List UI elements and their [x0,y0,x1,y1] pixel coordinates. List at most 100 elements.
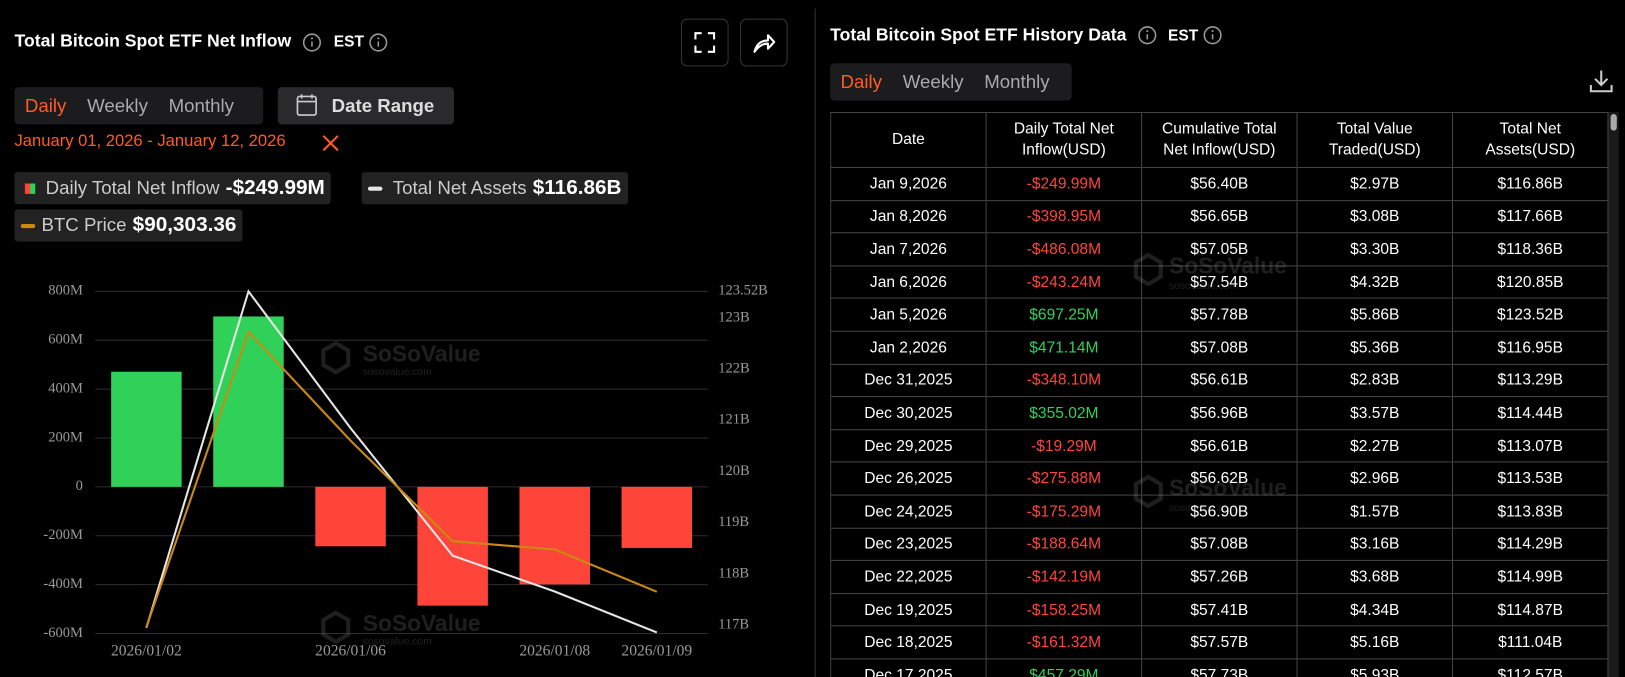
table-cell: $123.52B [1451,297,1609,332]
table-cell: $113.29B [1451,363,1609,398]
legend-value: -$249.99M [225,176,325,200]
table-cell: $5.36B [1296,330,1454,365]
bar [519,486,590,585]
y2-tick-label: 122B [718,361,749,377]
table-row: Jan 8,2026 -$398.95M $56.65B $3.08B $117.66B [830,199,1609,234]
share-button[interactable] [739,18,788,67]
table-cell: $5.93B [1296,658,1454,677]
legend-marker [24,182,36,194]
table-cell: $56.90B [1141,494,1298,529]
table-cell: $56.62B [1141,461,1298,496]
y-tick-label: -200M [43,527,83,543]
table-row: Dec 30,2025 $355.02M $56.96B $3.57B $114.44B [830,396,1609,431]
table-cell: $113.53B [1451,461,1609,496]
table-cell: $57.26B [1141,560,1298,594]
date-range-button[interactable]: Date Range [277,87,454,125]
table-cell: Jan 6,2026 [830,265,987,299]
table-cell: $3.68B [1296,560,1454,594]
table-cell: $57.08B [1141,330,1298,365]
timezone: EST [333,33,364,51]
table-cell: $697.25M [985,297,1143,332]
y-tick-label: -400M [43,576,83,592]
table-cell: -$275.88M [985,461,1143,496]
info-icon[interactable] [368,32,389,53]
table-cell: $56.40B [1141,166,1298,201]
period-tabs: Daily Weekly Monthly [14,87,264,125]
table-cell: Dec 30,2025 [830,396,987,431]
legend-item[interactable]: BTC Price $90,303.36 [14,209,243,242]
tab[interactable]: Monthly [984,71,1050,92]
legend-item[interactable]: Daily Total Net Inflow -$249.99M [14,172,332,205]
y-tick-label: 800M [48,283,83,299]
table-cell: $57.08B [1141,527,1298,562]
info-icon[interactable] [1137,25,1158,46]
table-cell: -$188.64M [985,527,1143,562]
watermark-text: sosovalue.com [363,637,432,648]
history-table: Date Daily Total Net Inflow(USD) Cumulativ… [830,111,1609,677]
period-tabs: Daily Weekly Monthly [830,63,1072,101]
table-row: Jan 9,2026 -$249.99M $56.40B $2.97B $116.86B [830,166,1609,201]
table-row: Dec 17,2025 $457.29M $57.73B $5.93B $112.57B [830,658,1609,677]
legend-label: BTC Price [41,214,127,236]
table-cell: $1.57B [1296,494,1454,529]
table-cell: $111.04B [1451,625,1609,660]
legend-label: Daily Total Net Inflow [45,177,220,199]
watermark-logo [321,340,351,375]
x-tick-label: 2026/01/08 [519,643,590,660]
y2-tick-label: 118B [718,565,749,581]
chart: -600M -400M -200M 0 200M 400M 600M 800M 117B 118B… [43,283,767,660]
table-cell: -$158.25M [985,592,1143,627]
table-cell: -$142.19M [985,560,1143,594]
table-cell: -$175.29M [985,494,1143,529]
tab[interactable]: Monthly [168,94,234,116]
bar [315,486,386,547]
tab[interactable]: Daily [840,71,882,92]
table-cell: $116.86B [1451,166,1609,201]
watermark-text: sosovalue.com [1169,503,1238,514]
legend-item[interactable]: Total Net Assets $116.86B [361,172,628,205]
panel-title: Total Bitcoin Spot ETF History Data [830,24,1127,45]
y-tick-label: 600M [48,332,83,348]
y-tick-label: 200M [48,429,83,445]
watermark-text: SoSoValue [1169,474,1287,500]
table-cell: Jan 9,2026 [830,166,987,201]
download-icon[interactable] [1589,68,1614,93]
divider [814,8,816,677]
clear-date-icon[interactable] [321,134,340,153]
y-tick-label: -600M [43,625,83,641]
watermark: SoSoValue sosovalue.com [1133,474,1287,514]
table-cell: Dec 24,2025 [830,494,987,529]
column-header: Date [830,111,987,168]
table-cell: -$161.32M [985,625,1143,660]
table-cell: $4.34B [1296,592,1454,627]
table-row: Dec 18,2025 -$161.32M $57.57B $5.16B $111.04… [830,625,1609,660]
watermarks: SoSoValue sosovalue.com SoSoValue sosovalu… [1133,253,1287,514]
column-header: Total Value Traded(USD) [1296,111,1454,168]
y2-tick-label: 120B [718,463,749,479]
watermark-text: sosovalue.com [1169,281,1238,292]
tab[interactable]: Weekly [87,94,148,116]
table-cell: $118.36B [1451,232,1609,267]
scrollbar[interactable] [1608,111,1619,677]
table-cell: $4.32B [1296,265,1454,299]
table-cell: $114.87B [1451,592,1609,627]
table-cell: Dec 29,2025 [830,428,987,463]
info-icon[interactable] [1202,25,1223,46]
table-cell: -$249.99M [985,166,1143,201]
table-cell: $56.61B [1141,363,1298,398]
date-range: January 01, 2026 - January 12, 2026 [14,132,286,151]
tab[interactable]: Daily [24,94,67,116]
tab[interactable]: Weekly [902,71,964,92]
table-row: Dec 31,2025 -$348.10M $56.61B $2.83B $113.29… [830,363,1609,398]
table-row: Jan 5,2026 $697.25M $57.78B $5.86B $123.52B [830,297,1609,332]
table-cell: $5.86B [1296,297,1454,332]
table-row: Dec 24,2025 -$175.29M $56.90B $1.57B $113.83… [830,494,1609,529]
info-icon[interactable] [302,32,323,53]
table-cell: Jan 8,2026 [830,199,987,234]
column-header: Daily Total Net Inflow(USD) [985,111,1143,168]
fullscreen-button[interactable] [680,18,729,67]
table-cell: $471.14M [985,330,1143,365]
button-label: Date Range [331,94,435,116]
